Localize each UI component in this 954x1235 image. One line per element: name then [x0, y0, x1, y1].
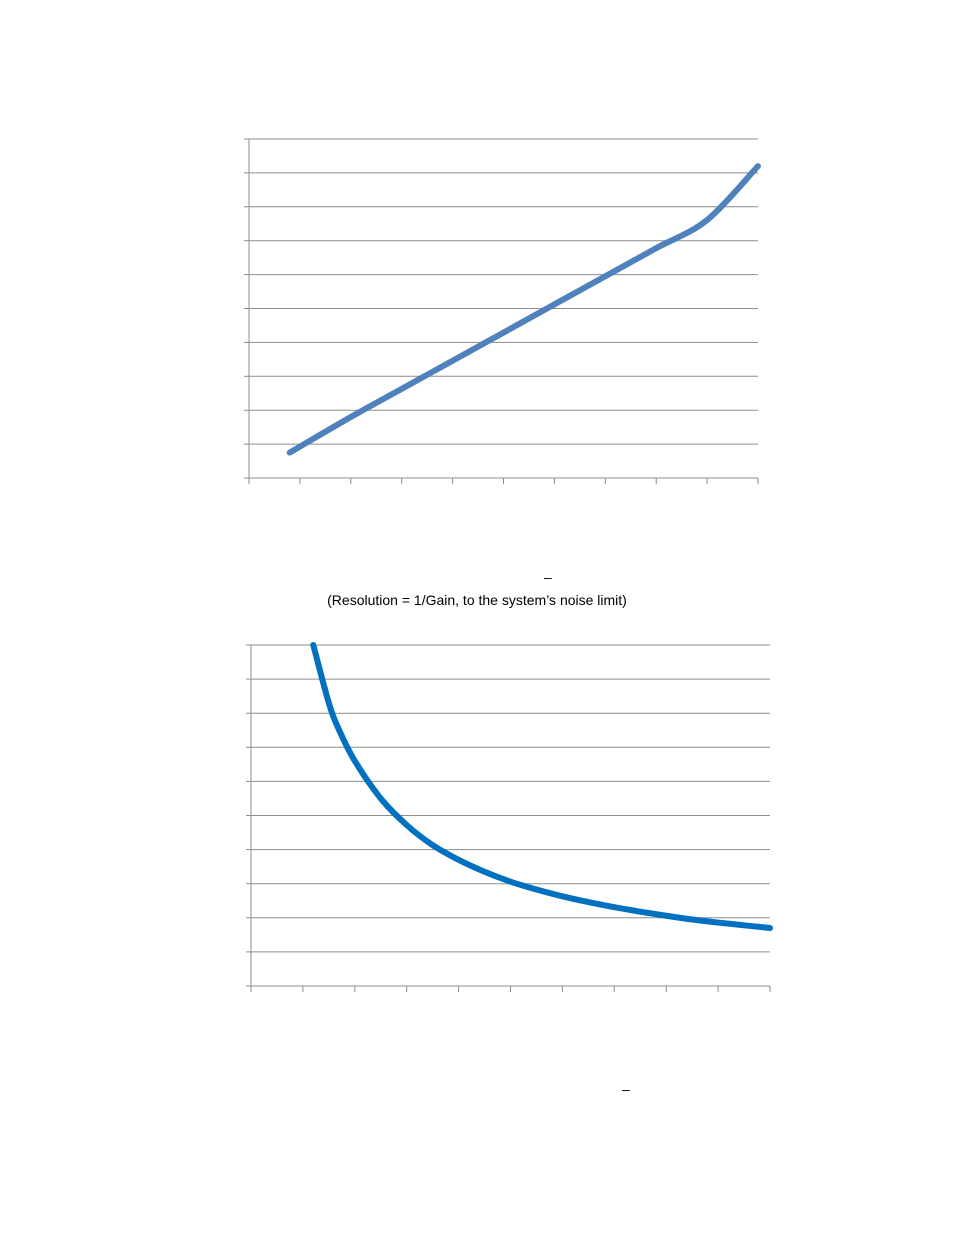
chart-1 [244, 138, 761, 484]
dash-mark-1: – [544, 569, 552, 585]
series-line-1 [310, 642, 773, 932]
chart-note: (Resolution = 1/Gain, to the system’s no… [327, 592, 627, 608]
series-line-1 [286, 163, 761, 456]
dash-mark-2: – [622, 1081, 630, 1097]
